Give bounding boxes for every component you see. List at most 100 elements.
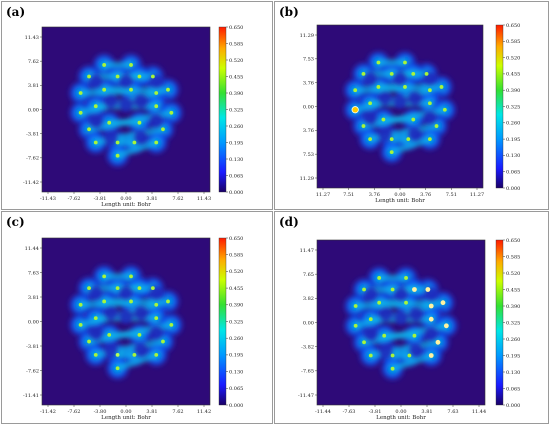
atom-peak (137, 74, 142, 79)
atom-peak (150, 286, 155, 290)
atom-peak (154, 302, 159, 307)
x-tick-label: 7.62 (172, 196, 183, 202)
x-tick-label: -11.42 (40, 409, 56, 415)
y-tick-label: 11.44 (25, 246, 39, 252)
atom-peak (78, 322, 83, 327)
atom-peak (154, 316, 159, 321)
ring-hole (148, 285, 164, 301)
atom-peak (443, 323, 449, 329)
x-tick-label: -11.44 (315, 409, 331, 415)
x-tick-label: -7.62 (68, 409, 81, 415)
ring-hole (88, 73, 104, 90)
atom-peak (115, 74, 120, 79)
bond-density (116, 139, 158, 159)
ring-hole (148, 73, 164, 90)
atom-peak (115, 140, 120, 145)
atom-peak (102, 274, 107, 279)
x-tick-label: -7.63 (343, 409, 356, 415)
ring-hole (103, 129, 119, 146)
ring-hole (118, 73, 134, 90)
colorbar-tick-label: 0.065 (506, 170, 520, 176)
atom-peak (150, 74, 155, 79)
atom-peak (411, 117, 416, 122)
atom-peak (166, 299, 170, 304)
colorbar-tick-label: 0.000 (506, 186, 520, 192)
atom-peak (406, 137, 411, 142)
y-tick-label: 7.63 (28, 270, 39, 276)
ring-hole (362, 110, 378, 126)
atom-peak (115, 286, 120, 290)
ring-hole (378, 306, 394, 322)
ring-hole (88, 325, 104, 341)
density-chart-c: -11.42 -7.62 -3.80 0.00 3.81 7.62 11.42 Length … (23, 236, 243, 421)
ring-hole (392, 94, 408, 110)
ring-hole (103, 342, 119, 358)
y-tick-label: -3.81 (26, 344, 39, 350)
colorbar-tick-label: 0.325 (229, 319, 243, 325)
ring-hole (407, 90, 423, 106)
atom-peak (377, 276, 382, 280)
atom-peak (129, 274, 133, 279)
y-tick-label: 3.81 (28, 83, 39, 89)
atom-peak (154, 140, 159, 145)
bond-density (390, 136, 431, 155)
colorbar-tick-label: 0.260 (229, 336, 243, 342)
atom-peak (154, 353, 159, 357)
atom-peak (137, 332, 142, 337)
x-tick-label: -11.43 (40, 196, 56, 202)
x-tick-label: 11.27 (470, 192, 484, 198)
y-tick-label: 0.00 (303, 320, 314, 326)
ring-hole (408, 306, 424, 322)
colorbar-tick-label: 0.585 (229, 253, 243, 259)
y-tick-label: -11.47 (298, 393, 314, 399)
atom-peak (389, 72, 394, 76)
x-tick-label: 11.42 (197, 409, 211, 415)
colorbar-tick-label: 0.650 (229, 236, 243, 242)
atom-peak (102, 299, 107, 304)
colorbar-tick-label: 0.520 (506, 271, 520, 277)
x-tick-label: 3.81 (146, 409, 157, 415)
atom-peak (376, 60, 381, 65)
atom-peak (389, 137, 394, 142)
ring-hole (392, 71, 408, 87)
ring-hole (118, 285, 134, 301)
atom-peak (154, 104, 159, 109)
y-tick-label: 11.43 (25, 35, 39, 41)
colorbar-tick-label: 0.000 (229, 190, 243, 196)
x-tick-label: 7.51 (446, 192, 457, 198)
atom-peak (407, 353, 412, 358)
ring-hole (363, 286, 379, 303)
panel-b: (b) 11.27 7.51 3.76 0.00 3.76 7.51 11.27 Length… (274, 1, 549, 210)
atom-peak (404, 300, 408, 305)
atom-peak (425, 287, 431, 292)
colorbar-tick-label: 0.065 (229, 173, 243, 179)
y-tick-label: 11.29 (300, 176, 314, 182)
atom-peak (87, 74, 91, 79)
colorbar-tick-label: 0.260 (506, 121, 520, 127)
y-tick-label: -11.41 (23, 393, 39, 399)
panel-a: (a) -11.43 -7.62 -3.81 0.00 3.81 7.62 11.43 Len… (1, 1, 273, 210)
atom-peak (412, 333, 417, 338)
panel-label: (d) (279, 215, 299, 229)
density-chart-a: -11.43 -7.62 -3.81 0.00 3.81 7.62 11.43 Length … (23, 25, 243, 208)
colorbar-tick-label: 0.260 (229, 124, 243, 130)
ring-hole (408, 342, 424, 359)
atom-peak (166, 87, 170, 92)
ring-hole (393, 309, 409, 326)
y-tick-label: -3.81 (26, 131, 39, 137)
x-tick-label: 0.00 (395, 409, 406, 415)
colorbar-tick-label: 0.325 (506, 320, 520, 326)
ring-hole (422, 71, 438, 87)
ring-hole (88, 285, 104, 301)
colorbar (218, 26, 227, 193)
atom-peak (434, 124, 439, 128)
atom-peak (115, 353, 120, 357)
panel-label: (b) (279, 5, 299, 19)
density-field (66, 50, 186, 170)
atom-peak (132, 140, 137, 145)
density-chart-b: 11.27 7.51 3.76 0.00 3.76 7.51 11.27 Length uni… (300, 23, 521, 204)
ring-hole (393, 286, 409, 303)
atom-peak (129, 299, 133, 304)
ring-hole (377, 126, 393, 142)
atom-peak (132, 353, 137, 357)
